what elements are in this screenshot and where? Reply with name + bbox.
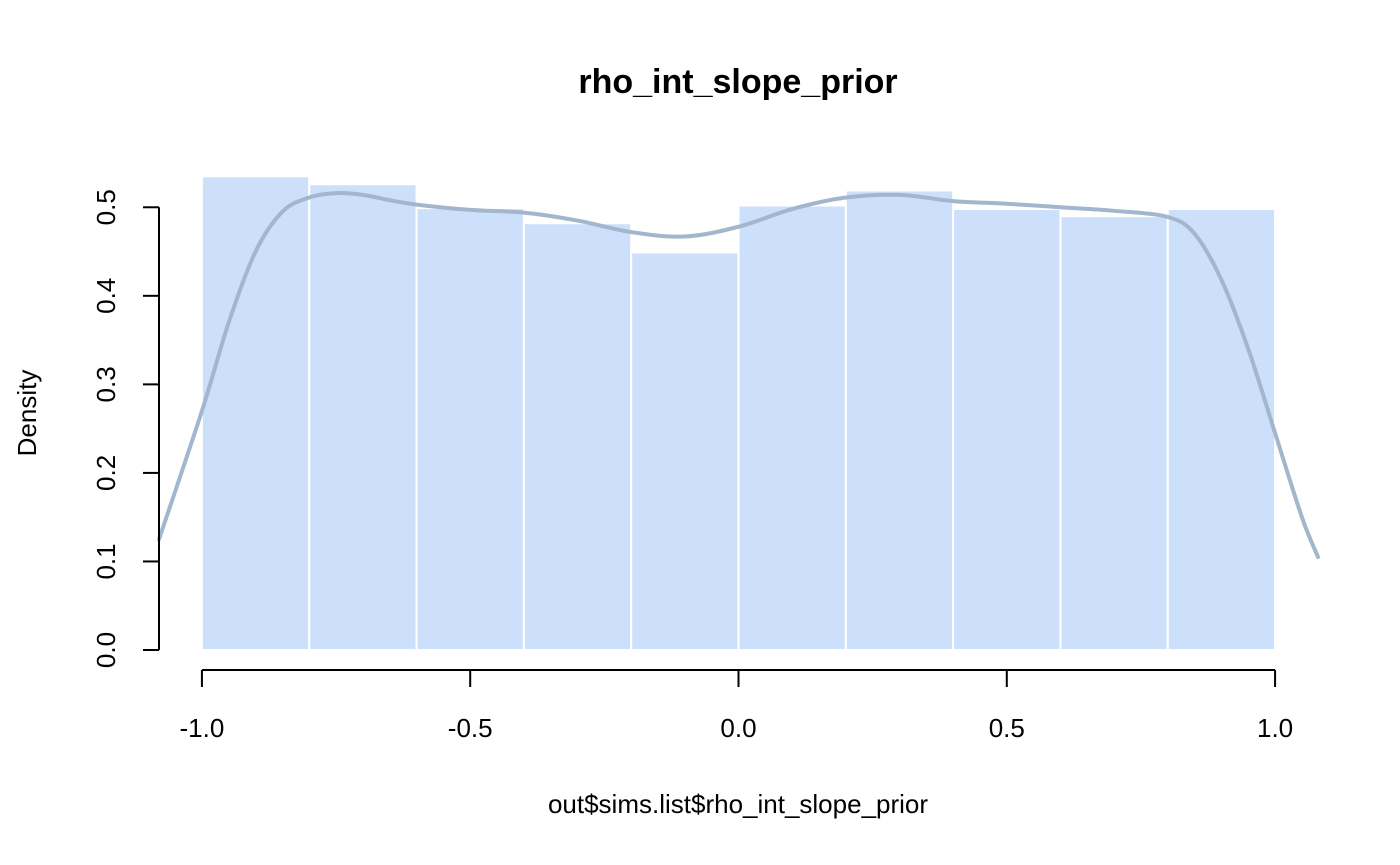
histogram-bar-8 [952,208,1062,651]
x-tick-label: 0.0 [720,713,756,743]
x-axis-label: out$sims.list$rho_int_slope_prior [548,789,928,819]
x-tick-label: -0.5 [448,713,493,743]
y-tick-label: 0.2 [91,455,121,491]
histogram-bar-5 [630,251,740,651]
y-axis-label: Density [12,370,42,457]
density-curve-group [157,191,1320,560]
histogram-bar-9 [1059,215,1169,652]
histogram-bar-4 [522,222,633,651]
density-curve-line [157,191,1320,560]
x-tick-label: 0.5 [989,713,1025,743]
y-tick-label: 0.4 [91,278,121,314]
y-tick-label: 0.0 [91,632,121,668]
histogram-bar-7 [844,189,955,651]
y-tick-label: 0.5 [91,189,121,225]
histogram-bar-6 [737,204,847,651]
histogram-bar-2 [308,183,418,651]
bars-group [200,175,1277,652]
y-tick-label: 0.3 [91,366,121,402]
x-tick-label: 1.0 [1257,713,1293,743]
x-tick-label: -1.0 [180,713,225,743]
histogram-bar-3 [415,207,525,652]
y-tick-label: 0.1 [91,543,121,579]
chart-title: rho_int_slope_prior [578,63,897,101]
axes-group: 0.0 0.1 0.2 0.3 0.4 0.5 -1.0 -0.5 0.0 0.5 1.0 [91,189,1293,743]
